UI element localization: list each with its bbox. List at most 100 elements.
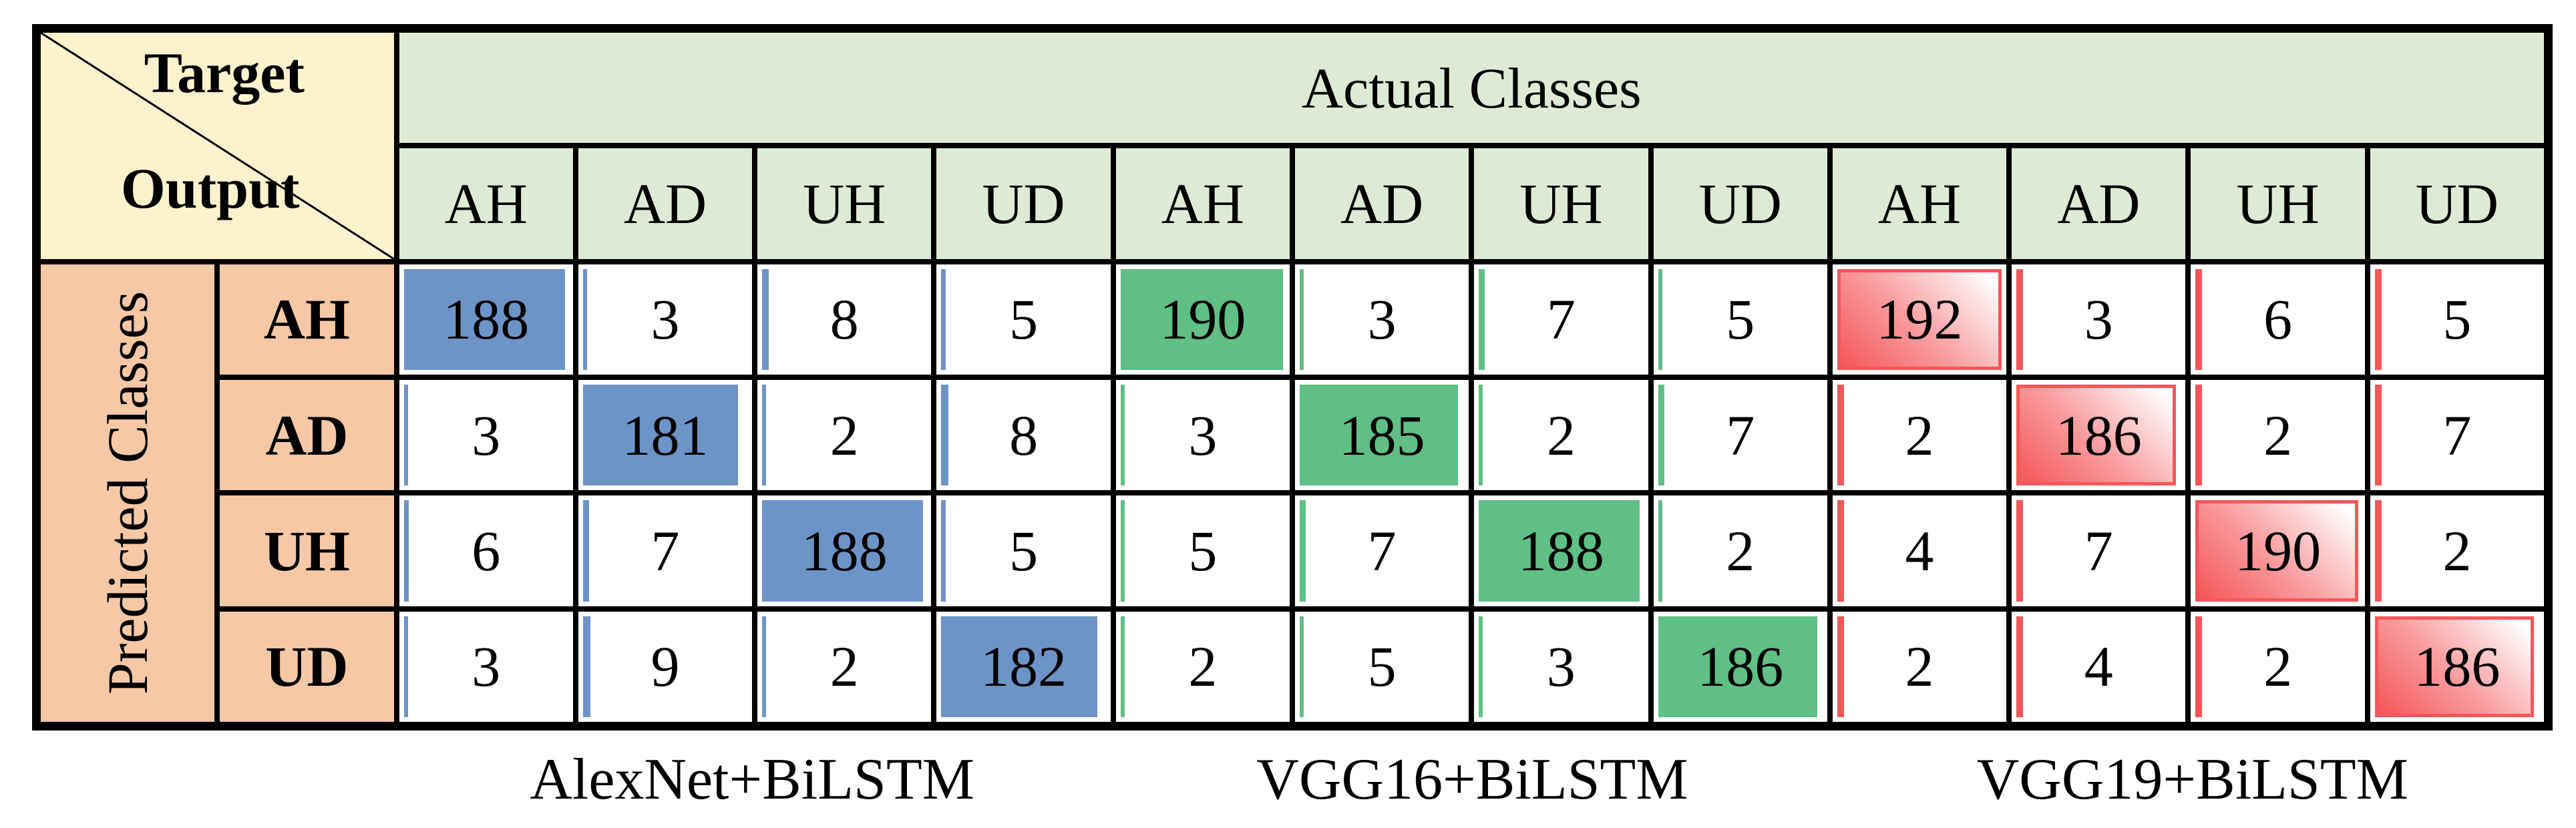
value-bar [941,500,946,602]
cell-value: 7 [1367,518,1397,583]
actual-class-header: AH [396,146,576,262]
matrix-cell: 3 [575,261,755,377]
cell-value: 182 [980,634,1067,699]
value-bar [582,500,589,602]
value-bar [403,616,408,717]
cell-value: 2 [2263,403,2293,467]
value-bar [1120,616,1125,717]
value-bar [1658,616,1818,717]
value-bar [1837,384,1844,486]
matrix-cell: 7 [575,493,755,609]
predicted-classes-header-text: Predicted Classes [96,291,160,695]
cell-value: 2 [2263,634,2293,699]
value-bar [2195,500,2359,602]
cell-value: 8 [1009,403,1039,467]
cell-value: 5 [1367,634,1397,699]
matrix-cell: 7 [2367,377,2547,493]
cell-value: 3 [1367,287,1397,352]
matrix-cell: 2 [755,608,934,724]
value-bar [1120,500,1125,602]
matrix-cell: 182 [934,608,1113,724]
actual-classes-header-text: Actual Classes [1301,55,1642,120]
model-caption: VGG16+BiLSTM [1256,747,1688,812]
cell-value: 6 [472,518,501,583]
matrix-cell: 5 [934,261,1113,377]
cell-value: 3 [472,634,501,699]
value-bar [1299,616,1304,717]
matrix-cell: 2 [2367,493,2547,609]
matrix-cell: 2 [2188,377,2368,493]
cell-value: 190 [2235,518,2322,583]
value-bar [1479,268,1485,370]
matrix-cell: 5 [1650,261,1830,377]
model-caption: VGG19+BiLSTM [1976,747,2408,812]
matrix-cell: 3 [1471,608,1651,724]
cell-value: 3 [1188,403,1218,467]
value-bar [1837,268,2002,370]
matrix-cell: 6 [2188,261,2368,377]
matrix-cell: 186 [2367,608,2547,724]
matrix-cell: 188 [755,493,934,609]
matrix-cell: 190 [1113,261,1292,377]
value-bar [2374,616,2535,717]
cell-value: 2 [1905,403,1934,467]
cell-value: 6 [2263,287,2293,352]
cell-value: 186 [2414,634,2501,699]
matrix-cell: 2 [755,377,934,493]
cell-value: 2 [830,634,859,699]
matrix-cell: 186 [1650,608,1830,724]
cell-value: 3 [651,287,680,352]
model-caption: AlexNet+BiLSTM [530,747,974,812]
cell-value: 3 [1546,634,1576,699]
value-bar [2374,268,2382,370]
actual-class-header: UD [1650,146,1830,262]
matrix-cell: 2 [1829,608,2010,724]
cell-value: 190 [1159,287,1246,352]
matrix-cell: 7 [1471,261,1651,377]
cell-value: 8 [830,287,859,352]
value-bar [582,268,587,370]
cell-value: 4 [1905,518,1934,583]
cell-value: 5 [1188,518,1218,583]
matrix-cell: 188 [1471,493,1651,609]
value-bar [1299,384,1459,486]
matrix-cell: 3 [2009,261,2189,377]
matrix-cell: 5 [1292,608,1472,724]
cell-value: 2 [2442,518,2472,583]
value-bar [1479,384,1483,486]
actual-class-header: AD [1292,146,1472,262]
value-bar [1658,268,1662,370]
actual-class-header: UH [2188,146,2368,262]
actual-class-header: UH [1471,146,1651,262]
cell-value: 185 [1338,403,1425,467]
matrix-cell: 2 [1471,377,1651,493]
value-bar [2374,500,2382,602]
cell-value: 188 [1517,518,1604,583]
value-bar [941,268,946,370]
value-bar [1658,500,1662,602]
predicted-class-label: UH [217,493,397,609]
matrix-cell: 181 [575,377,755,493]
cell-value: 188 [801,518,888,583]
value-bar [1837,616,1844,717]
matrix-cell: 190 [2188,493,2368,609]
matrix-cell: 5 [934,493,1113,609]
matrix-cell: 3 [1113,377,1292,493]
predicted-class-label: AD [217,377,397,493]
cell-value: 3 [472,403,501,467]
value-bar [941,384,948,486]
value-bar [1479,500,1640,602]
matrix-cell: 192 [1829,261,2010,377]
actual-class-header: AD [575,146,755,262]
cell-value: 7 [1546,287,1576,352]
matrix-cell: 185 [1292,377,1472,493]
value-bar [403,384,408,486]
matrix-cell: 7 [2009,493,2189,609]
matrix-cell: 3 [1292,261,1472,377]
value-bar [582,384,739,486]
value-bar [762,616,767,717]
value-bar [403,500,409,602]
cell-value: 4 [2084,634,2113,699]
value-bar [1837,500,1844,602]
